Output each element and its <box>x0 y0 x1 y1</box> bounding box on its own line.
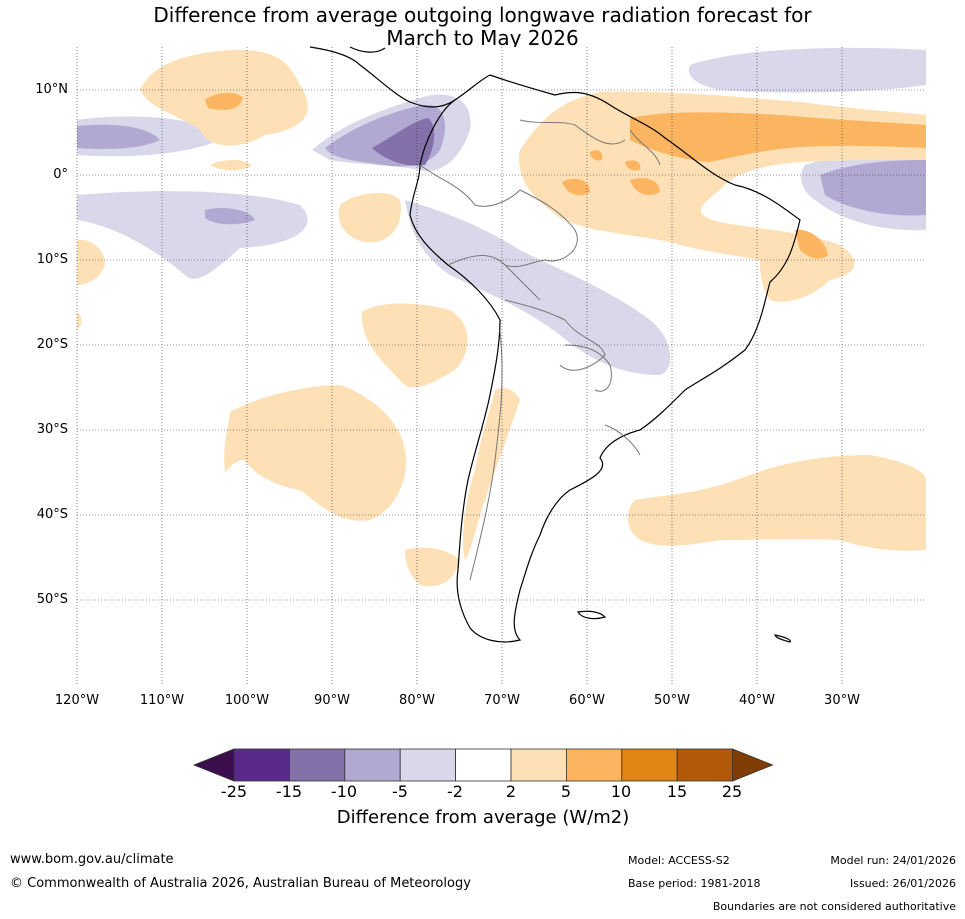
central-america-coast <box>309 46 491 108</box>
issued-label: Issued: 26/01/2026 <box>849 877 956 890</box>
falklands <box>577 610 607 620</box>
lon-tick-60w: 60°W <box>569 693 605 708</box>
beige-south-atlantic <box>628 455 926 551</box>
purple-east-atlantic <box>820 160 926 216</box>
paraguay-border <box>564 344 612 392</box>
beige-south-pacific-2 <box>224 385 406 521</box>
lat-tick-30s: 30°S <box>36 422 68 437</box>
positive-anomaly-regions <box>77 49 926 587</box>
colorbar-extend-min <box>192 748 235 782</box>
model-run-label: Model run: 24/01/2026 <box>830 854 956 867</box>
colorbar-label: -2 <box>447 782 463 801</box>
colorbar-extend-max <box>732 748 774 782</box>
coastlines <box>309 46 801 643</box>
colorbar-label: 5 <box>560 782 572 801</box>
south-georgia <box>774 634 791 643</box>
lat-tick-40s: 40°S <box>36 507 68 522</box>
lat-tick-20s: 20°S <box>36 337 68 352</box>
colorbar-label: -5 <box>392 782 408 801</box>
colorbar-segment <box>566 748 623 782</box>
guiana-borders <box>629 129 661 166</box>
base-period-label: Base period: 1981-2018 <box>628 877 761 890</box>
map-title: Difference from average outgoing longwav… <box>0 4 965 50</box>
lat-tick-50s: 50°S <box>36 592 68 607</box>
colorbar-segment <box>621 748 678 782</box>
orange-amazon-2 <box>630 178 660 196</box>
lon-tick-80w: 80°W <box>399 693 435 708</box>
beige-west-edge <box>77 239 105 285</box>
beige-south-pacific-1 <box>361 303 468 388</box>
colombia-border <box>419 164 521 207</box>
lat-tick-0: 0° <box>53 167 68 182</box>
graticule <box>76 47 926 685</box>
lon-tick-40w: 40°W <box>739 693 775 708</box>
title-line-1: Difference from average outgoing longwav… <box>153 3 812 27</box>
colorbar-label: -10 <box>330 782 358 801</box>
orange-north-pacific <box>205 92 243 110</box>
orange-tropical-atlantic <box>630 112 926 162</box>
beige-south-chile <box>405 547 460 587</box>
colorbar-label: 10 <box>610 782 632 801</box>
colorbar-title: Difference from average (W/m2) <box>336 807 630 828</box>
lavender-band-north-inner <box>77 124 160 150</box>
colorbar-segment <box>233 748 290 782</box>
colorbar-segment <box>510 748 567 782</box>
lavender-east-north <box>688 47 926 93</box>
colorbar-segment <box>399 748 457 782</box>
uruguay-border <box>604 424 641 456</box>
colorbar <box>192 748 774 782</box>
beige-near-ecuador <box>338 192 401 243</box>
beige-small-pacific <box>210 159 252 171</box>
lon-tick-90w: 90°W <box>314 693 350 708</box>
colorbar-label: -25 <box>220 782 248 801</box>
colorbar-label: 15 <box>666 782 688 801</box>
colorbar-label: 2 <box>505 782 517 801</box>
colorbar-label: -15 <box>275 782 303 801</box>
lat-tick-10s: 10°S <box>36 252 68 267</box>
orange-ne-brazil <box>795 229 828 259</box>
title-line-2: March to May 2026 <box>386 26 579 50</box>
venezuela-border <box>519 119 626 145</box>
lon-tick-30w: 30°W <box>824 693 860 708</box>
bolivia-border <box>504 299 606 371</box>
lavender-amazon-diagonal <box>405 200 671 375</box>
lon-tick-50w: 50°W <box>654 693 690 708</box>
copyright-text: © Commonwealth of Australia 2026, Austra… <box>10 876 471 891</box>
lon-tick-120w: 120°W <box>54 693 100 708</box>
south-america-coast <box>409 74 801 643</box>
lavender-west-inner <box>205 208 255 225</box>
orange-amazon-1 <box>562 178 590 196</box>
dark-purple-central <box>372 118 435 166</box>
website-link[interactable]: www.bom.gov.au/climate <box>10 852 174 867</box>
boundary-disclaimer: Boundaries are not considered authoritat… <box>712 900 956 913</box>
lavender-west-equator <box>77 191 308 279</box>
colorbar-segment <box>455 748 512 782</box>
colorbar-label: 25 <box>721 782 743 801</box>
peru-border <box>447 255 541 301</box>
lat-tick-10n: 10°N <box>35 82 68 97</box>
argentina-border <box>469 329 503 581</box>
central-america-north <box>349 46 386 53</box>
brazil-west-border <box>504 189 578 268</box>
lon-tick-100w: 100°W <box>224 693 270 708</box>
orange-amazon-3 <box>590 150 603 161</box>
orange-amazon-4 <box>625 160 641 171</box>
colorbar-segment <box>676 748 734 782</box>
colorbar-segment <box>344 748 401 782</box>
country-borders <box>419 119 661 581</box>
lon-tick-70w: 70°W <box>484 693 520 708</box>
beige-west-edge-2 <box>77 312 82 330</box>
model-label: Model: ACCESS-S2 <box>628 854 730 867</box>
beige-chile-coast <box>463 388 520 560</box>
lon-tick-110w: 110°W <box>139 693 185 708</box>
colorbar-segment <box>288 748 346 782</box>
negative-anomaly-regions <box>77 47 926 375</box>
